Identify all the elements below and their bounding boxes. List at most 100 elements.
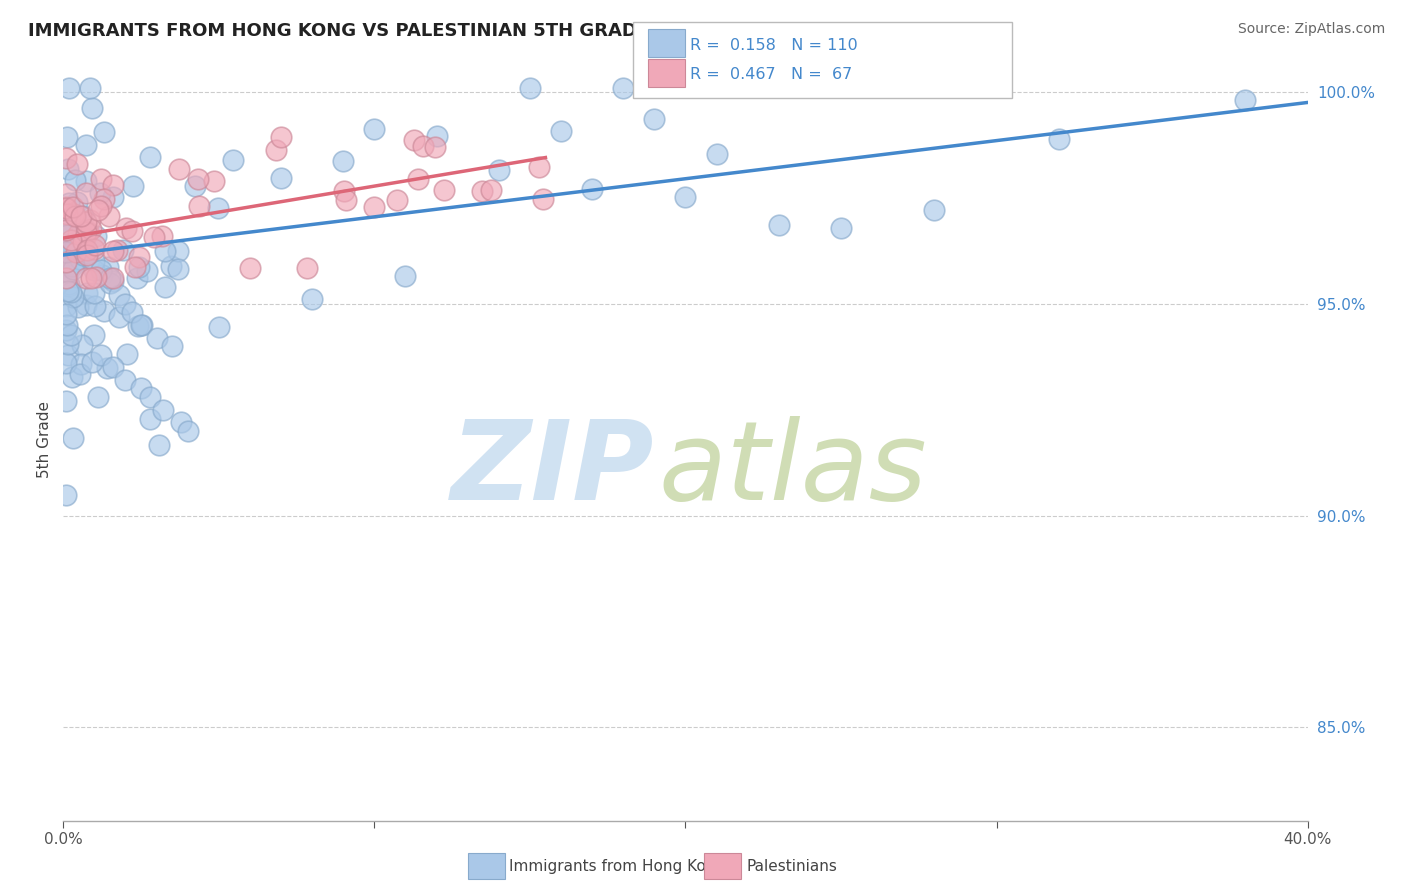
Point [58, 336, 80, 351]
Point [79, 80, 101, 95]
Point [108, 288, 131, 302]
Point [59, 243, 82, 257]
Point [270, 171, 292, 186]
Point [55, 187, 77, 202]
Point [152, 402, 174, 417]
Point [90, 199, 112, 213]
Point [222, 153, 245, 168]
Point [55, 323, 77, 337]
Point [56, 207, 79, 221]
Point [301, 292, 323, 306]
Point [101, 244, 124, 259]
Point [77, 245, 100, 260]
Point [55, 227, 77, 242]
Point [55, 202, 77, 217]
Text: atlas: atlas [658, 417, 927, 524]
Point [69, 367, 91, 381]
Point [58, 277, 80, 292]
Point [128, 260, 150, 274]
Point [60, 285, 83, 300]
Point [55, 200, 77, 214]
Point [84, 269, 107, 284]
Point [55, 271, 77, 285]
Point [122, 179, 145, 194]
Point [55, 227, 77, 242]
Point [363, 200, 385, 214]
Point [75, 298, 97, 312]
Point [97, 260, 120, 275]
Point [76, 225, 98, 239]
Point [127, 319, 149, 334]
Point [105, 243, 128, 257]
Point [66, 195, 89, 210]
Point [406, 172, 429, 186]
Point [56, 318, 79, 332]
Point [90, 268, 112, 283]
Point [208, 319, 231, 334]
Point [332, 184, 354, 198]
Point [264, 143, 287, 157]
Point [59, 234, 82, 248]
Point [80, 271, 103, 285]
Point [924, 203, 946, 218]
Point [58, 279, 80, 293]
Point [297, 261, 319, 276]
Text: R =  0.467   N =  67: R = 0.467 N = 67 [690, 68, 852, 82]
Point [60, 246, 83, 260]
Point [87, 202, 110, 217]
Text: Source: ZipAtlas.com: Source: ZipAtlas.com [1237, 22, 1385, 37]
Point [58, 348, 80, 362]
Point [121, 305, 143, 319]
Point [433, 183, 456, 197]
Point [79, 212, 101, 227]
Point [55, 488, 77, 502]
Point [114, 296, 136, 310]
Point [114, 373, 136, 387]
Point [202, 174, 225, 188]
Point [66, 227, 89, 241]
Point [83, 237, 105, 252]
Point [187, 172, 209, 186]
Point [62, 290, 84, 304]
Point [55, 254, 77, 268]
Point [675, 190, 697, 204]
Point [1234, 93, 1257, 107]
Point [76, 243, 98, 257]
Point [145, 330, 167, 344]
Point [65, 244, 87, 259]
Point [76, 248, 98, 262]
Point [643, 112, 665, 127]
Point [56, 208, 79, 222]
Point [207, 201, 229, 215]
Point [65, 210, 87, 224]
Point [239, 260, 262, 275]
Point [139, 412, 162, 426]
Point [58, 284, 80, 298]
Point [84, 228, 107, 243]
Point [363, 121, 385, 136]
Text: IMMIGRANTS FROM HONG KONG VS PALESTINIAN 5TH GRADE CORRELATION CHART: IMMIGRANTS FROM HONG KONG VS PALESTINIAN… [28, 22, 870, 40]
Point [62, 432, 84, 446]
Point [80, 101, 103, 115]
Point [270, 129, 292, 144]
Point [83, 300, 105, 314]
Point [87, 390, 110, 404]
Point [83, 243, 105, 257]
Point [55, 394, 77, 409]
Point [129, 318, 152, 332]
Point [80, 222, 103, 236]
Point [55, 307, 77, 321]
Point [75, 271, 97, 285]
Point [75, 138, 97, 153]
Point [170, 415, 193, 429]
Point [90, 347, 112, 361]
Point [115, 347, 138, 361]
Point [70, 338, 93, 352]
Point [131, 318, 153, 332]
Point [93, 304, 115, 318]
Point [55, 201, 77, 215]
Point [55, 299, 77, 313]
Point [60, 239, 83, 253]
Point [82, 355, 104, 369]
Point [471, 184, 494, 198]
